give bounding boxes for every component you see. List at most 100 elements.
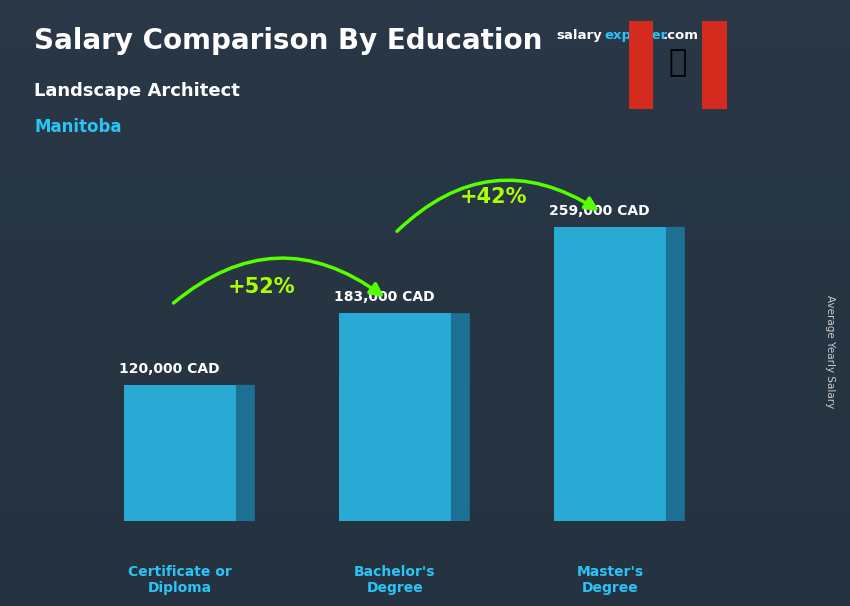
FancyBboxPatch shape: [0, 473, 850, 479]
Polygon shape: [450, 313, 470, 521]
Polygon shape: [236, 385, 255, 521]
FancyBboxPatch shape: [0, 285, 850, 291]
FancyBboxPatch shape: [0, 570, 850, 576]
FancyBboxPatch shape: [0, 321, 850, 327]
FancyBboxPatch shape: [0, 133, 850, 139]
FancyBboxPatch shape: [0, 345, 850, 351]
FancyBboxPatch shape: [0, 127, 850, 133]
FancyBboxPatch shape: [0, 273, 850, 279]
FancyBboxPatch shape: [0, 188, 850, 194]
FancyBboxPatch shape: [0, 564, 850, 570]
FancyBboxPatch shape: [0, 436, 850, 442]
FancyBboxPatch shape: [0, 509, 850, 515]
FancyBboxPatch shape: [0, 333, 850, 339]
FancyBboxPatch shape: [0, 303, 850, 309]
Text: explorer: explorer: [604, 29, 667, 42]
FancyBboxPatch shape: [0, 255, 850, 261]
FancyBboxPatch shape: [0, 242, 850, 248]
FancyBboxPatch shape: [0, 103, 850, 109]
FancyBboxPatch shape: [0, 558, 850, 564]
FancyBboxPatch shape: [0, 388, 850, 394]
FancyBboxPatch shape: [0, 30, 850, 36]
FancyBboxPatch shape: [0, 339, 850, 345]
FancyBboxPatch shape: [0, 503, 850, 509]
FancyBboxPatch shape: [0, 121, 850, 127]
FancyBboxPatch shape: [0, 394, 850, 400]
FancyBboxPatch shape: [0, 182, 850, 188]
FancyBboxPatch shape: [0, 479, 850, 485]
Text: Average Yearly Salary: Average Yearly Salary: [824, 295, 835, 408]
FancyBboxPatch shape: [0, 176, 850, 182]
FancyBboxPatch shape: [0, 364, 850, 370]
FancyBboxPatch shape: [0, 109, 850, 115]
FancyBboxPatch shape: [0, 291, 850, 297]
Text: +42%: +42%: [460, 187, 528, 207]
FancyBboxPatch shape: [0, 382, 850, 388]
FancyBboxPatch shape: [0, 236, 850, 242]
FancyBboxPatch shape: [0, 152, 850, 158]
FancyBboxPatch shape: [0, 24, 850, 30]
Text: Bachelor's
Degree: Bachelor's Degree: [354, 565, 436, 595]
FancyBboxPatch shape: [0, 315, 850, 321]
FancyBboxPatch shape: [0, 376, 850, 382]
FancyBboxPatch shape: [0, 430, 850, 436]
FancyBboxPatch shape: [339, 313, 451, 521]
FancyBboxPatch shape: [0, 139, 850, 145]
FancyBboxPatch shape: [0, 200, 850, 206]
Text: Landscape Architect: Landscape Architect: [34, 82, 240, 100]
FancyBboxPatch shape: [0, 158, 850, 164]
FancyBboxPatch shape: [0, 261, 850, 267]
FancyBboxPatch shape: [0, 461, 850, 467]
FancyBboxPatch shape: [0, 527, 850, 533]
FancyBboxPatch shape: [0, 164, 850, 170]
Text: Manitoba: Manitoba: [34, 118, 122, 136]
FancyBboxPatch shape: [0, 42, 850, 48]
FancyBboxPatch shape: [0, 418, 850, 424]
Text: 259,000 CAD: 259,000 CAD: [548, 204, 649, 218]
FancyBboxPatch shape: [0, 61, 850, 67]
FancyBboxPatch shape: [0, 170, 850, 176]
FancyBboxPatch shape: [0, 48, 850, 55]
FancyBboxPatch shape: [0, 91, 850, 97]
FancyBboxPatch shape: [0, 412, 850, 418]
FancyBboxPatch shape: [0, 370, 850, 376]
FancyBboxPatch shape: [0, 327, 850, 333]
Text: Certificate or
Diploma: Certificate or Diploma: [128, 565, 232, 595]
FancyBboxPatch shape: [124, 385, 236, 521]
FancyBboxPatch shape: [0, 0, 850, 6]
FancyBboxPatch shape: [0, 400, 850, 406]
FancyBboxPatch shape: [0, 533, 850, 539]
Text: Master's
Degree: Master's Degree: [576, 565, 643, 595]
FancyBboxPatch shape: [0, 145, 850, 152]
FancyBboxPatch shape: [0, 442, 850, 448]
FancyBboxPatch shape: [0, 448, 850, 454]
FancyBboxPatch shape: [0, 576, 850, 582]
FancyBboxPatch shape: [0, 521, 850, 527]
FancyBboxPatch shape: [629, 21, 654, 109]
FancyBboxPatch shape: [0, 582, 850, 588]
FancyBboxPatch shape: [0, 85, 850, 91]
FancyBboxPatch shape: [702, 21, 727, 109]
FancyBboxPatch shape: [0, 279, 850, 285]
FancyBboxPatch shape: [0, 551, 850, 558]
FancyBboxPatch shape: [0, 297, 850, 303]
FancyBboxPatch shape: [0, 230, 850, 236]
FancyBboxPatch shape: [0, 600, 850, 606]
Text: +52%: +52%: [228, 277, 296, 297]
Text: .com: .com: [662, 29, 698, 42]
FancyBboxPatch shape: [0, 206, 850, 212]
FancyBboxPatch shape: [0, 267, 850, 273]
FancyBboxPatch shape: [0, 218, 850, 224]
FancyBboxPatch shape: [0, 424, 850, 430]
FancyBboxPatch shape: [0, 194, 850, 200]
FancyBboxPatch shape: [0, 73, 850, 79]
FancyBboxPatch shape: [0, 55, 850, 61]
FancyBboxPatch shape: [0, 79, 850, 85]
FancyBboxPatch shape: [0, 406, 850, 412]
FancyBboxPatch shape: [0, 539, 850, 545]
FancyBboxPatch shape: [0, 309, 850, 315]
Polygon shape: [666, 227, 685, 521]
FancyBboxPatch shape: [554, 227, 666, 521]
Text: 120,000 CAD: 120,000 CAD: [118, 362, 219, 376]
Text: 🍁: 🍁: [669, 48, 687, 78]
